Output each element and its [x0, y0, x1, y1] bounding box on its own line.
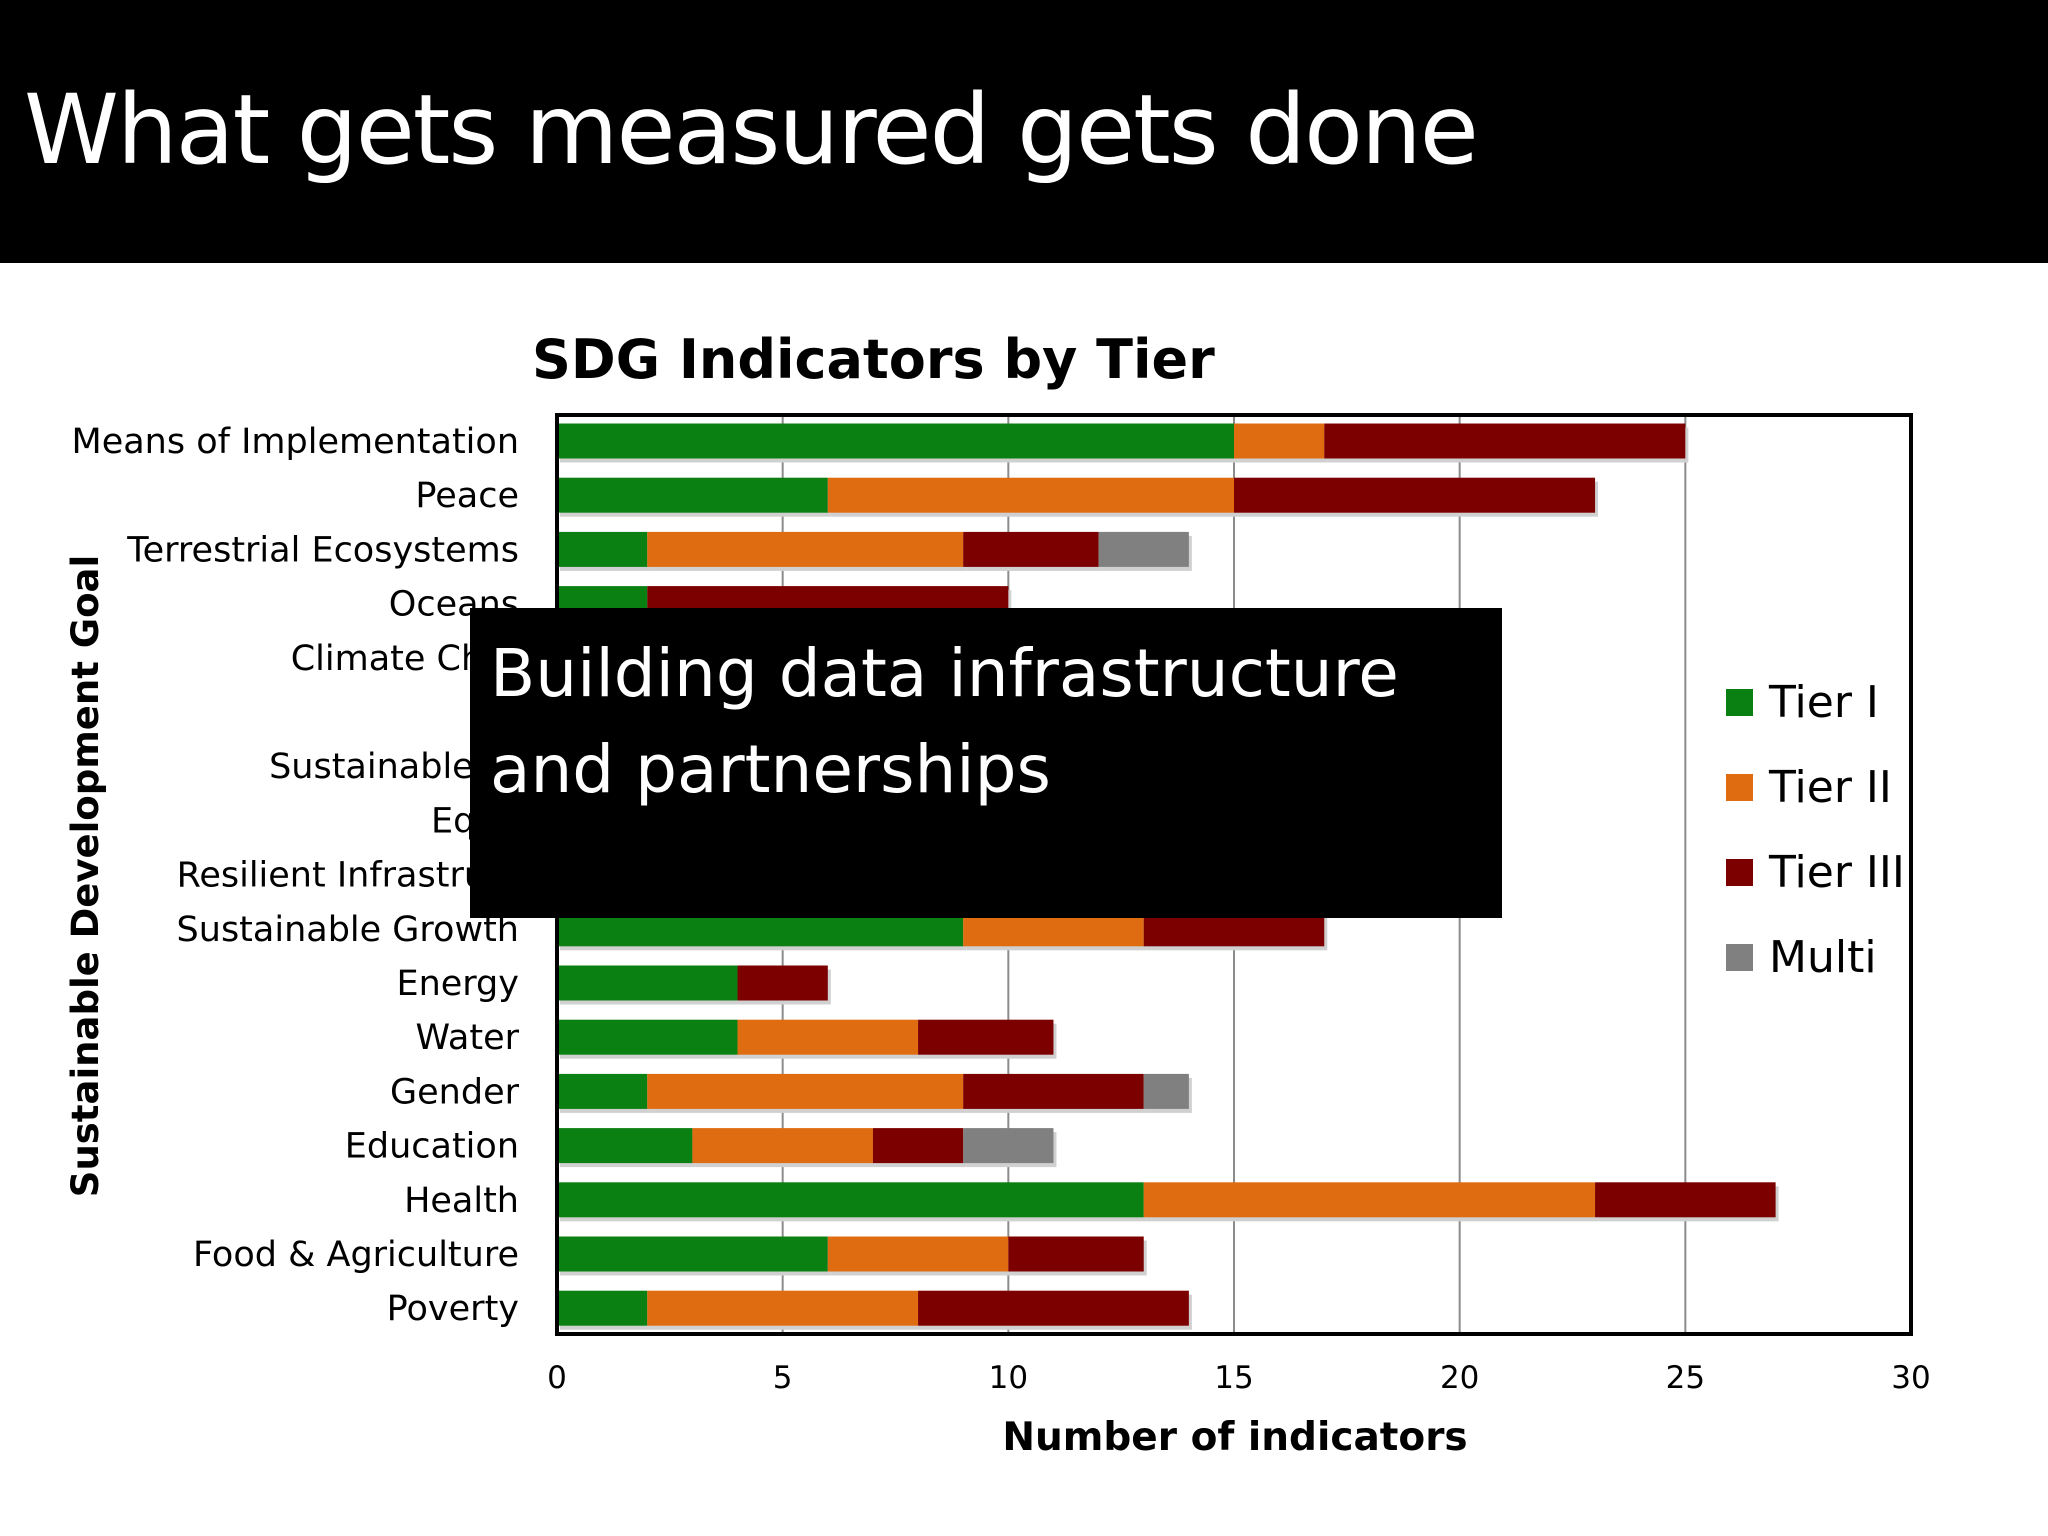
bar-segment — [963, 1128, 1054, 1164]
category-label: Health — [404, 1181, 519, 1221]
bar-segment — [918, 1019, 1054, 1055]
x-tick-label: 5 — [773, 1360, 793, 1396]
category-label: Resilient Infrastruct — [177, 856, 519, 896]
bar-segment — [737, 1019, 919, 1055]
bar-segment — [1143, 1182, 1596, 1218]
bar-segment — [827, 477, 1234, 513]
x-axis-label: Number of indicators — [1002, 1415, 1467, 1460]
bar-segment — [647, 1073, 964, 1109]
bar-segment — [1234, 423, 1325, 459]
category-label: Education — [345, 1127, 519, 1167]
legend-item: Tier I — [1726, 660, 1905, 745]
category-label: Poverty — [387, 1289, 519, 1329]
bar-segment — [557, 965, 738, 1001]
y-axis-label: Sustainable Development Goal — [64, 555, 107, 1197]
title-bar: What gets measured gets done — [0, 0, 2048, 263]
bar-segment — [963, 1073, 1144, 1109]
bar-segment — [827, 1236, 1009, 1272]
bar-segment — [1143, 1073, 1189, 1109]
bar-segment — [963, 531, 1099, 567]
x-tick-label: 20 — [1440, 1360, 1479, 1396]
bar-segment — [1324, 423, 1686, 459]
bar-segment — [557, 1182, 1144, 1218]
bar-segment — [557, 1290, 648, 1326]
overlay-caption-box — [470, 608, 1502, 918]
bar-segment — [1098, 531, 1189, 567]
x-tick-label: 30 — [1891, 1360, 1930, 1396]
legend-item: Tier II — [1726, 745, 1905, 830]
category-label: Water — [416, 1018, 520, 1058]
bar-segment — [1008, 1236, 1144, 1272]
category-label: Sustainable Growth — [177, 910, 519, 950]
bar-segment — [557, 423, 1234, 459]
overlay-caption: Building data infrastructure and partner… — [490, 635, 1399, 808]
legend-item: Tier III — [1726, 830, 1905, 915]
bar-segment — [872, 1128, 964, 1164]
category-label: Means of Implementation — [72, 422, 520, 462]
bar-segment — [1234, 477, 1596, 513]
legend-swatch — [1726, 774, 1753, 801]
legend-item: Multi — [1726, 915, 1905, 1000]
bar-segment — [647, 531, 964, 567]
legend-label: Tier III — [1769, 847, 1905, 898]
bar-segment — [1595, 1182, 1776, 1218]
category-label: Gender — [390, 1072, 520, 1112]
legend-swatch — [1726, 689, 1753, 716]
legend-label: Tier II — [1769, 762, 1892, 813]
x-tick-label: 15 — [1214, 1360, 1253, 1396]
bar-segment — [557, 1128, 693, 1164]
x-tick-label: 25 — [1666, 1360, 1705, 1396]
legend-label: Multi — [1769, 932, 1877, 983]
bar-segment — [557, 1019, 738, 1055]
category-label: Energy — [396, 964, 519, 1004]
chart-title: SDG Indicators by Tier — [532, 328, 1215, 391]
legend-label: Tier I — [1769, 677, 1879, 728]
bar-segment — [647, 1290, 919, 1326]
category-label: Peace — [415, 476, 519, 516]
bar-segment — [557, 1236, 828, 1272]
bar-segment — [692, 1128, 873, 1164]
bar-segment — [557, 477, 828, 513]
bar-segment — [557, 1073, 648, 1109]
legend-swatch — [1726, 944, 1753, 971]
chart-legend: Tier I Tier II Tier III Multi — [1726, 660, 1905, 1000]
category-label: Food & Agriculture — [193, 1235, 519, 1275]
x-tick-label: 10 — [989, 1360, 1028, 1396]
bar-segment — [918, 1290, 1189, 1326]
bar-segment — [557, 531, 648, 567]
slide-title: What gets measured gets done — [24, 74, 1479, 186]
x-tick-label: 0 — [547, 1360, 567, 1396]
bar-segment — [737, 965, 828, 1001]
category-label: Terrestrial Ecosystems — [126, 530, 519, 570]
legend-swatch — [1726, 859, 1753, 886]
